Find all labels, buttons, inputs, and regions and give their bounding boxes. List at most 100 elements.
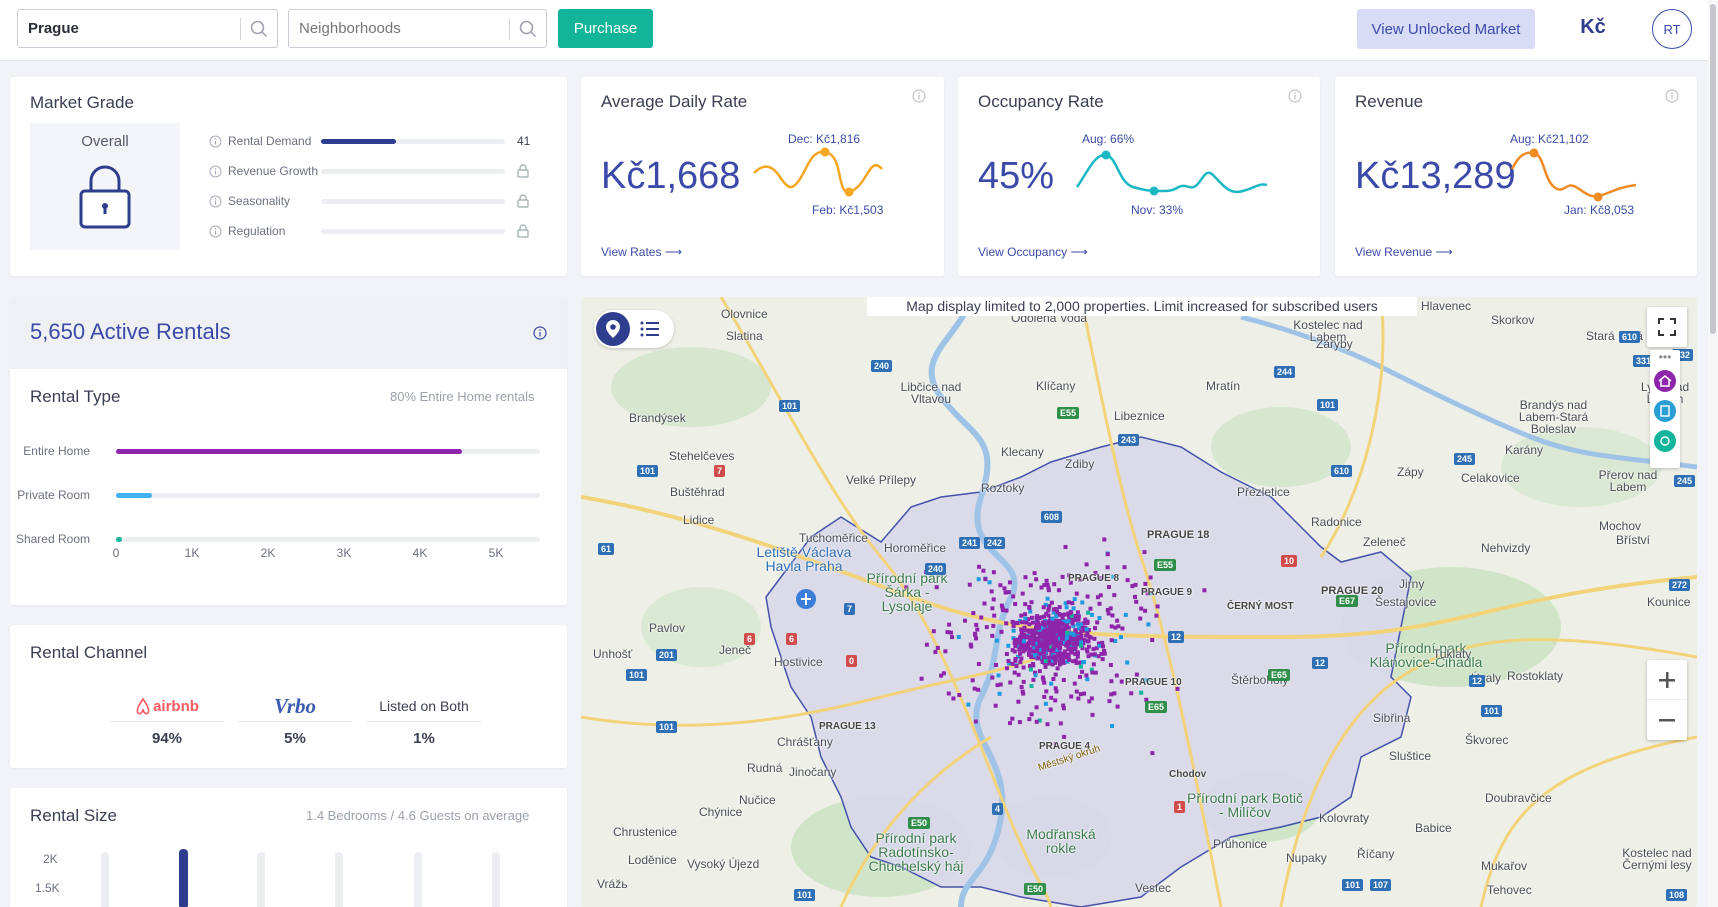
property-marker[interactable]	[1046, 639, 1050, 644]
property-marker[interactable]	[1031, 628, 1036, 633]
property-marker[interactable]	[1109, 692, 1114, 697]
property-marker[interactable]	[1039, 585, 1044, 590]
property-marker[interactable]	[1004, 666, 1009, 671]
property-marker[interactable]	[984, 625, 989, 630]
property-marker[interactable]	[1105, 552, 1110, 557]
property-marker[interactable]	[904, 585, 909, 590]
property-marker[interactable]	[1023, 602, 1028, 607]
property-marker[interactable]	[1093, 626, 1097, 631]
property-marker[interactable]	[1141, 588, 1146, 593]
property-marker[interactable]	[1148, 575, 1153, 580]
property-marker[interactable]	[1112, 593, 1117, 598]
property-marker[interactable]	[1139, 606, 1144, 611]
property-marker[interactable]	[1056, 623, 1061, 627]
property-marker[interactable]	[1134, 599, 1139, 604]
property-marker[interactable]	[989, 589, 994, 594]
property-marker[interactable]	[1061, 657, 1066, 662]
info-icon[interactable]	[912, 89, 926, 103]
property-marker[interactable]	[1058, 632, 1063, 637]
property-marker[interactable]	[1031, 641, 1036, 646]
property-marker[interactable]	[1097, 616, 1102, 620]
property-marker[interactable]	[1016, 672, 1021, 677]
property-marker[interactable]	[1015, 640, 1020, 645]
property-marker[interactable]	[1049, 649, 1054, 654]
property-marker[interactable]	[1039, 641, 1044, 646]
property-marker[interactable]	[1023, 575, 1028, 580]
property-marker[interactable]	[1035, 622, 1039, 627]
property-marker[interactable]	[951, 696, 956, 701]
property-marker[interactable]	[1031, 633, 1036, 638]
property-marker[interactable]	[1046, 613, 1051, 618]
property-marker[interactable]	[1085, 630, 1090, 635]
property-marker[interactable]	[1065, 634, 1070, 639]
info-icon[interactable]	[209, 225, 222, 238]
property-marker[interactable]	[1042, 680, 1047, 685]
property-marker[interactable]	[1058, 612, 1062, 617]
property-marker[interactable]	[1018, 645, 1023, 650]
neighborhoods-input[interactable]	[289, 20, 509, 37]
property-marker[interactable]	[1133, 582, 1138, 587]
property-marker[interactable]	[1002, 586, 1007, 591]
property-marker[interactable]	[1053, 686, 1058, 691]
property-marker[interactable]	[991, 623, 996, 628]
property-marker[interactable]	[1082, 638, 1087, 642]
property-marker[interactable]	[1130, 584, 1135, 589]
property-marker[interactable]	[1026, 645, 1031, 650]
property-marker[interactable]	[1061, 660, 1066, 665]
property-marker[interactable]	[1085, 677, 1090, 682]
property-marker[interactable]	[1054, 689, 1059, 694]
property-marker[interactable]	[1088, 635, 1093, 640]
property-marker[interactable]	[1086, 639, 1091, 644]
property-marker[interactable]	[1043, 602, 1048, 607]
property-marker[interactable]	[924, 642, 929, 647]
property-marker[interactable]	[990, 633, 995, 638]
property-marker[interactable]	[1055, 609, 1060, 614]
property-marker[interactable]	[990, 675, 995, 680]
property-marker[interactable]	[1086, 644, 1091, 649]
property-marker[interactable]	[1143, 608, 1148, 613]
property-marker[interactable]	[1028, 648, 1032, 653]
property-marker[interactable]	[1080, 660, 1085, 665]
property-marker[interactable]	[1019, 656, 1024, 661]
property-marker[interactable]	[1075, 622, 1080, 627]
property-marker[interactable]	[1051, 610, 1056, 615]
property-marker[interactable]	[1086, 654, 1091, 659]
property-marker[interactable]	[1048, 655, 1053, 660]
property-marker[interactable]	[1041, 677, 1046, 682]
property-marker[interactable]	[1028, 583, 1033, 588]
property-marker[interactable]	[1089, 667, 1094, 672]
property-marker[interactable]	[1016, 699, 1021, 704]
property-marker[interactable]	[1015, 637, 1020, 642]
map-layer-tools[interactable]: •••	[1650, 350, 1680, 468]
poi-layer-icon[interactable]	[1654, 430, 1676, 452]
property-marker[interactable]	[1033, 670, 1037, 675]
property-marker[interactable]	[1018, 634, 1023, 639]
property-marker[interactable]	[1040, 634, 1044, 639]
property-marker[interactable]	[981, 568, 986, 573]
property-marker[interactable]	[1029, 684, 1034, 688]
property-marker[interactable]	[1115, 618, 1120, 623]
zoom-in-button[interactable]	[1647, 660, 1687, 700]
property-marker[interactable]	[1107, 699, 1112, 704]
property-marker[interactable]	[1074, 689, 1079, 694]
property-marker[interactable]	[949, 630, 953, 635]
property-marker[interactable]	[1113, 639, 1118, 643]
property-marker[interactable]	[1010, 661, 1015, 666]
property-marker[interactable]	[1043, 659, 1048, 664]
property-marker[interactable]	[1146, 678, 1151, 683]
property-marker[interactable]	[1008, 721, 1012, 726]
property-marker[interactable]	[1061, 706, 1066, 711]
property-marker[interactable]	[1071, 623, 1076, 628]
property-marker[interactable]	[1109, 638, 1114, 643]
property-marker[interactable]	[963, 618, 967, 623]
property-marker[interactable]	[1029, 615, 1034, 620]
property-marker[interactable]	[1045, 582, 1050, 587]
property-marker[interactable]	[1057, 588, 1061, 593]
view-rates-link[interactable]: View Rates ⟶	[601, 245, 683, 259]
city-input[interactable]	[18, 20, 240, 37]
property-marker[interactable]	[1061, 703, 1066, 708]
property-marker[interactable]	[976, 662, 981, 666]
property-marker[interactable]	[1119, 679, 1124, 684]
property-marker[interactable]	[1062, 649, 1067, 654]
property-marker[interactable]	[996, 673, 1001, 678]
